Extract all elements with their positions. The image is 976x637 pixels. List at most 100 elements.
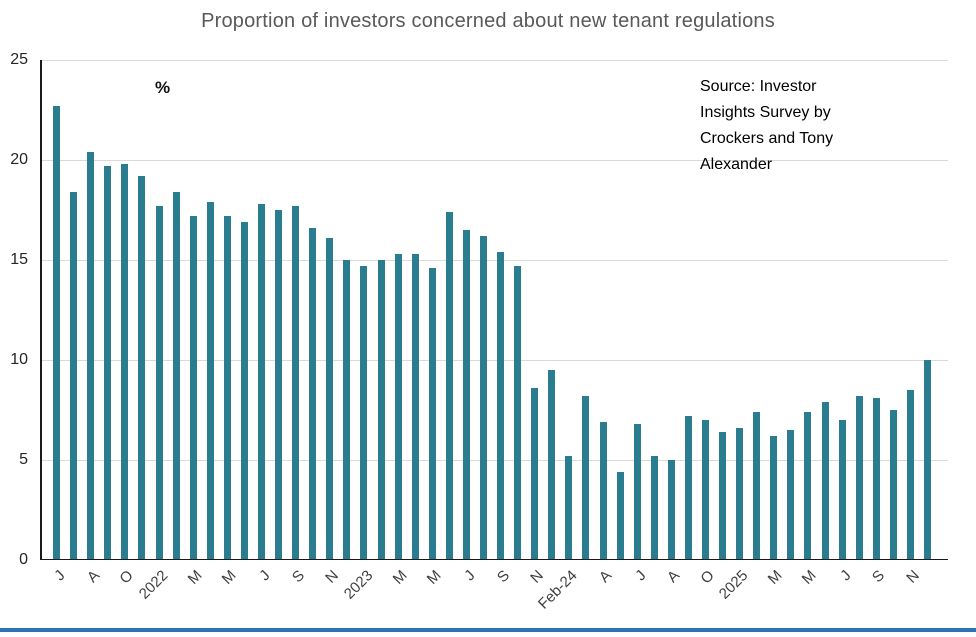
bar [650, 456, 658, 560]
bar-slot [748, 60, 765, 560]
x-axis-line [40, 558, 948, 560]
source-line: Insights Survey by [700, 103, 831, 121]
bar-slot [441, 60, 458, 560]
bar-slot [65, 60, 82, 560]
chart-title: Proportion of investors concerned about … [201, 10, 775, 32]
bar [87, 152, 95, 560]
bar-slot [577, 60, 594, 560]
x-tick-label: J [836, 567, 855, 585]
source-note: Source: Investor Insights Survey by Croc… [700, 74, 900, 178]
y-tick-label: 5 [19, 451, 28, 468]
y-axis-unit-label: % [155, 78, 171, 97]
bar [497, 252, 505, 560]
y-axis-line [40, 60, 42, 560]
bar [770, 436, 778, 560]
x-tick-label: A [83, 567, 103, 587]
bar-slot: N [526, 60, 547, 587]
bar [309, 228, 317, 560]
x-tick-label: M [184, 567, 206, 588]
bar-slot: J [458, 60, 478, 584]
bar [684, 416, 692, 560]
bar [479, 236, 487, 560]
bar-slot [338, 60, 355, 560]
bar-slot [270, 60, 287, 560]
x-tick-label: 2025 [716, 567, 752, 603]
bar [633, 424, 641, 560]
bar [53, 106, 61, 560]
bar [394, 254, 402, 560]
bar-slot: J [253, 60, 274, 584]
bar-slot [407, 60, 424, 560]
bar-slot [168, 60, 185, 560]
bar [445, 212, 453, 560]
x-tick-label: J [631, 567, 650, 585]
source-line: Source: Investor [700, 78, 817, 95]
bar-slot: S [287, 60, 308, 586]
x-tick-label: A [664, 567, 684, 587]
bar [343, 260, 351, 560]
bar-slot: J [48, 60, 69, 584]
bar [616, 472, 624, 560]
bar-slot: Feb-24 [535, 60, 581, 613]
bar-slot [782, 60, 799, 560]
bar-slot: S [868, 60, 888, 586]
bar [599, 422, 607, 560]
x-tick-label: J [461, 567, 479, 585]
bar-slot: A [595, 60, 615, 586]
bar [223, 216, 231, 560]
x-tick-label: O [697, 567, 718, 588]
bar [514, 266, 522, 560]
x-tick-label: N [902, 567, 923, 587]
bar [753, 412, 761, 560]
source-line: Alexander [700, 155, 773, 173]
bar [582, 396, 590, 560]
bar [872, 398, 880, 560]
bar-slot: N [321, 60, 342, 587]
bar [275, 210, 283, 560]
bar-slot [612, 60, 629, 560]
y-tick-label: 20 [10, 151, 28, 168]
x-tick-label: S [869, 567, 889, 587]
y-tick-label: 0 [19, 551, 28, 568]
bar-slot: 2025 [716, 60, 752, 603]
x-tick-label: 2022 [135, 567, 172, 603]
x-tick-label: M [389, 567, 411, 588]
bar-slot [543, 60, 560, 560]
bar [804, 412, 812, 560]
bar [292, 206, 300, 560]
bar [924, 360, 932, 560]
x-tick-label: M [423, 567, 445, 588]
bar-slot: J [834, 60, 854, 584]
y-tick-label: 15 [10, 251, 28, 268]
bar-slot [475, 60, 492, 560]
bar-slot: N [902, 60, 922, 587]
bar [838, 420, 846, 560]
bottom-accent-line [0, 628, 976, 632]
bar [240, 222, 248, 560]
y-axis-tick-labels: 0 5 10 15 20 25 [0, 51, 34, 568]
bar-slot [680, 60, 697, 560]
bar [172, 192, 180, 560]
bar-slot: M [423, 60, 444, 588]
y-tick-label: 25 [10, 51, 28, 68]
bar [206, 202, 214, 560]
bar-slot: A [663, 60, 683, 586]
bar [360, 266, 368, 560]
x-tick-label: J [51, 567, 69, 585]
bar-slot: M [799, 60, 820, 588]
bar [821, 402, 829, 560]
bar [104, 166, 112, 560]
bar [736, 428, 744, 560]
gridline [40, 160, 948, 161]
bar-slot: J [629, 60, 649, 584]
gridline [40, 60, 948, 61]
bar-slot: M [184, 60, 205, 588]
bar-slot [646, 60, 663, 560]
bar-slot [304, 60, 321, 560]
bar-slot: O [697, 60, 718, 587]
x-tick-label: M [799, 567, 821, 588]
source-line: Crockers and Tony [700, 129, 834, 147]
x-tick-label: O [116, 567, 137, 588]
bar-slot [236, 60, 253, 560]
bar [787, 430, 795, 560]
